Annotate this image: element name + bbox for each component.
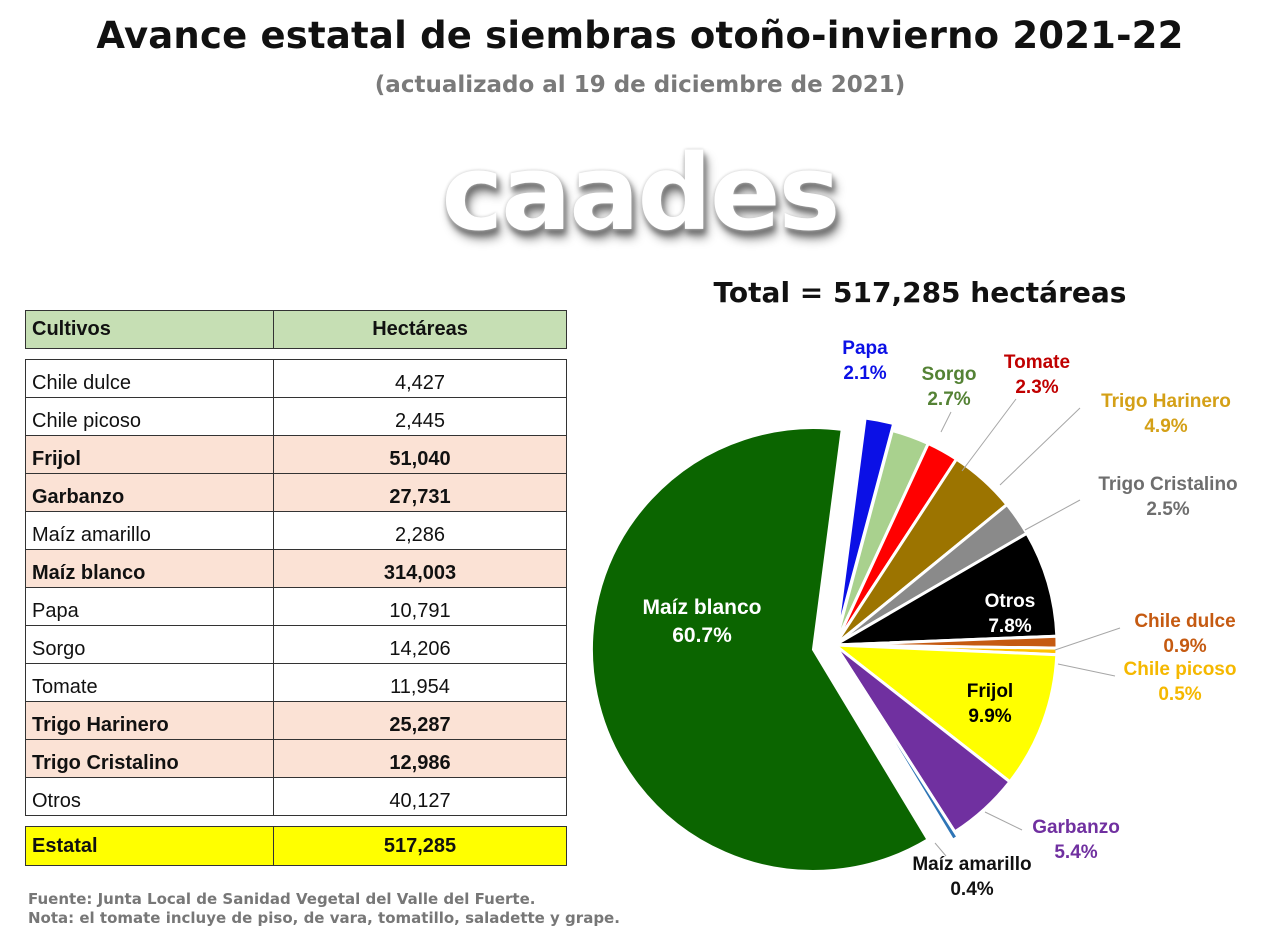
leader-line-trigo-cristalino <box>1024 499 1081 531</box>
slice-percent-chile-dulce: 0.9% <box>1163 636 1206 657</box>
row-crop: Trigo Cristalino <box>25 739 274 778</box>
slice-label-chile-picoso: Chile picoso <box>1124 659 1237 680</box>
row-value: 27,731 <box>273 473 567 512</box>
chart-title: Avance estatal de siembras otoño-inviern… <box>96 14 1184 57</box>
pie-slice-maiz-amarillo <box>836 649 961 843</box>
leader-line-chile-dulce <box>1054 627 1121 651</box>
table-total-row: Estatal 517,285 <box>25 826 567 866</box>
slice-label-maiz-amarillo: Maíz amarillo <box>912 854 1031 875</box>
leader-line-maiz-amarillo <box>934 842 947 857</box>
slice-label-tomate: Tomate <box>1004 352 1070 373</box>
slice-label-papa: Papa <box>842 338 888 359</box>
slice-percent-otros: 7.8% <box>988 616 1031 637</box>
caades-logo: caades <box>441 132 841 254</box>
pie-slice-maiz-blanco <box>589 426 931 873</box>
row-crop: Garbanzo <box>25 473 274 512</box>
slice-percent-maiz-blanco: 60.7% <box>672 624 732 647</box>
pie-total-title: Total = 517,285 hectáreas <box>713 276 1127 309</box>
crops-table: Cultivos Hectáreas Chile dulce 4,427 Chi… <box>25 310 567 866</box>
row-crop: Tomate <box>25 663 274 702</box>
row-crop: Chile dulce <box>25 359 274 398</box>
table-row: Chile dulce 4,427 <box>25 359 567 398</box>
row-value: 51,040 <box>273 435 567 474</box>
slice-label-chile-dulce: Chile dulce <box>1134 611 1235 632</box>
row-crop: Frijol <box>25 435 274 474</box>
leader-line-chile-picoso <box>1057 663 1116 677</box>
row-value: 4,427 <box>273 359 567 398</box>
table-row: Tomate 11,954 <box>25 663 567 702</box>
leader-line-garbanzo <box>984 811 1023 831</box>
slice-percent-frijol: 9.9% <box>968 706 1011 727</box>
leader-line-tomate <box>961 398 1017 472</box>
pie-slice-otros <box>834 531 1059 647</box>
slice-label-otros: Otros <box>985 591 1036 612</box>
row-value: 2,286 <box>273 511 567 550</box>
slice-percent-garbanzo: 5.4% <box>1054 842 1097 863</box>
row-crop: Papa <box>25 587 274 626</box>
total-value: 517,285 <box>273 826 567 866</box>
table-row: Maíz amarillo 2,286 <box>25 511 567 550</box>
slice-label-frijol: Frijol <box>967 681 1013 702</box>
header-cultivos: Cultivos <box>25 310 274 349</box>
leader-line-trigo-harinero <box>999 407 1081 486</box>
row-value: 25,287 <box>273 701 567 740</box>
footer-note: Nota: el tomate incluye de piso, de vara… <box>28 909 620 927</box>
slice-percent-sorgo: 2.7% <box>927 389 970 410</box>
row-crop: Maíz blanco <box>25 549 274 588</box>
slice-percent-trigo-harinero: 4.9% <box>1144 416 1187 437</box>
slice-percent-trigo-cristalino: 2.5% <box>1146 499 1189 520</box>
table-row: Trigo Cristalino 12,986 <box>25 739 567 778</box>
chart-subtitle: (actualizado al 19 de diciembre de 2021) <box>374 72 906 98</box>
slice-percent-chile-picoso: 0.5% <box>1158 684 1201 705</box>
table-row: Frijol 51,040 <box>25 435 567 474</box>
pie-slice-frijol <box>830 643 1059 784</box>
row-value: 40,127 <box>273 777 567 816</box>
row-value: 12,986 <box>273 739 567 778</box>
slice-label-trigo-cristalino: Trigo Cristalino <box>1098 474 1237 495</box>
slice-label-sorgo: Sorgo <box>922 364 977 385</box>
table-header-row: Cultivos Hectáreas <box>25 310 567 349</box>
table-row: Garbanzo 27,731 <box>25 473 567 512</box>
row-value: 11,954 <box>273 663 567 702</box>
row-crop: Maíz amarillo <box>25 511 274 550</box>
row-crop: Trigo Harinero <box>25 701 274 740</box>
row-crop: Sorgo <box>25 625 274 664</box>
total-label: Estatal <box>25 826 274 866</box>
slice-label-trigo-harinero: Trigo Harinero <box>1101 391 1231 412</box>
table-row: Trigo Harinero 25,287 <box>25 701 567 740</box>
slice-percent-tomate: 2.3% <box>1015 377 1058 398</box>
slice-label-garbanzo: Garbanzo <box>1032 817 1120 838</box>
slice-percent-papa: 2.1% <box>843 363 886 384</box>
slice-label-maiz-blanco: Maíz blanco <box>642 596 761 619</box>
table-row: Chile picoso 2,445 <box>25 397 567 436</box>
header-hectareas: Hectáreas <box>273 310 567 349</box>
footer-source: Fuente: Junta Local de Sanidad Vegetal d… <box>28 890 536 908</box>
slice-percent-maiz-amarillo: 0.4% <box>950 879 993 900</box>
leader-line-sorgo <box>940 411 952 433</box>
